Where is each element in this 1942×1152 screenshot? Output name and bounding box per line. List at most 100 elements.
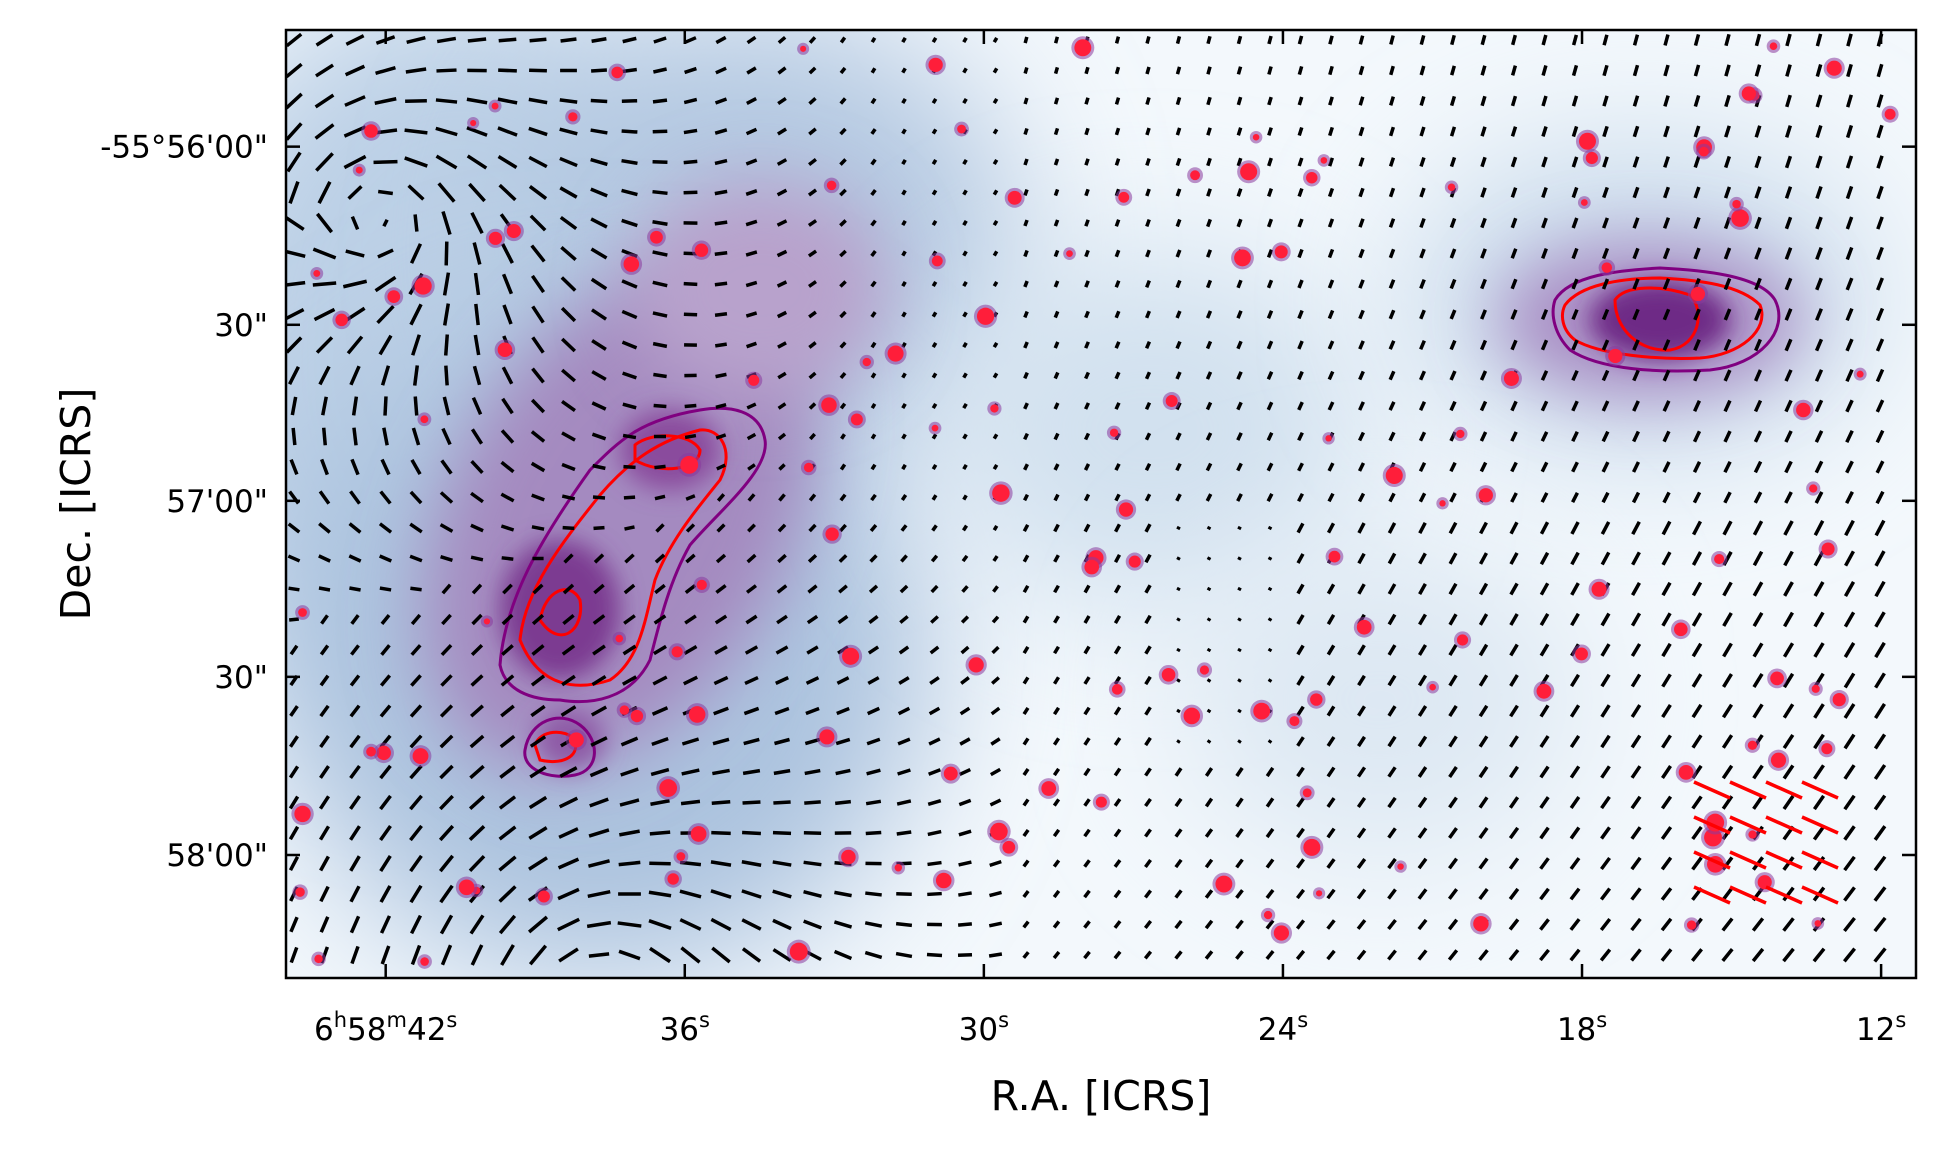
contour-inner [1613,286,1700,352]
polarization-vector [654,583,666,595]
polarization-vector [711,830,731,836]
point-source [957,124,966,134]
polarization-vector [929,645,940,655]
polarization-vector [1297,157,1304,167]
point-source [294,805,311,823]
polarization-vector [1478,643,1489,657]
polarization-vector [1265,766,1275,778]
polarization-vector [747,523,756,533]
polarization-vector [1053,158,1060,166]
polarization-vector [1419,126,1426,137]
polarization-vector [1206,188,1212,197]
polarization-vector [715,372,727,379]
polarization-vector [1387,918,1397,931]
polarization-vector [1206,96,1212,106]
polarization-vector [472,365,482,386]
polarization-vector [775,676,789,685]
polarization-vector [1509,735,1519,748]
polarization-vector [992,524,999,532]
polarization-vector [683,312,698,317]
polarization-vector [901,219,907,227]
polarization-vector [960,676,970,685]
polarization-vector [1843,672,1856,689]
polarization-vector [558,796,579,809]
polarization-vector [498,855,517,872]
polarization-vector [319,855,330,872]
polarization-vector [1267,586,1273,592]
point-source [1165,395,1178,407]
polarization-vector [1083,645,1091,655]
polarization-vector [319,885,330,903]
polarization-vector [1873,855,1887,872]
polarization-vector [1176,647,1181,653]
polarization-vector [1752,673,1764,688]
polarization-vector [1266,218,1274,228]
polarization-vector [772,860,792,867]
polarization-vector [777,402,787,410]
polarization-vector [1693,247,1701,260]
point-source [1429,683,1436,691]
polarization-vector [895,951,913,959]
polarization-vector [376,304,395,325]
polarization-vector [1175,462,1182,472]
polarization-vector [1661,734,1672,749]
polarization-vector [560,306,577,323]
polarization-vector [1418,522,1427,534]
polarization-vector [1723,308,1732,321]
polarization-vector [410,613,422,626]
polarization-vector [927,891,942,897]
polarization-vector [714,645,728,655]
polarization-vector [1144,828,1152,838]
polarization-vector [684,403,697,409]
point-source [935,872,952,889]
polarization-vector [1631,461,1641,473]
polarization-vector [1053,645,1060,655]
polarization-vector [1876,246,1884,261]
point-source [1814,920,1822,927]
polarization-vector [989,890,1002,898]
polarization-vector [1176,556,1181,561]
polarization-vector [1083,615,1091,624]
polarization-vector [1053,615,1060,624]
point-source [1215,875,1233,893]
polarization-vector [1114,371,1121,380]
polarization-vector [930,584,939,594]
polarization-vector [684,433,697,440]
polarization-vector [1205,340,1213,350]
polarization-vector [344,64,366,77]
polarization-vector [1358,157,1365,167]
polarization-vector [1145,127,1151,136]
polarization-vector [1662,339,1671,351]
polarization-vector [1754,155,1762,169]
polarization-vector [1843,855,1856,872]
polarization-vector [1052,859,1061,868]
polarization-vector [530,674,546,687]
point-source [1325,435,1332,442]
polarization-vector [440,555,453,562]
polarization-vector [807,584,818,594]
polarization-vector [592,463,606,471]
polarization-vector [1084,371,1090,380]
polarization-vector [314,123,335,140]
polarization-vector [1723,399,1732,413]
polarization-vector [319,674,330,687]
polarization-vector [1692,461,1702,473]
polarization-vector [1724,155,1731,169]
polarization-vector [1204,828,1214,838]
polarization-vector [1419,339,1426,351]
polarization-vector [1569,887,1581,901]
polarization-vector [1754,125,1762,138]
point-source [696,579,707,591]
polarization-vector [931,189,938,196]
polarization-vector [1176,525,1181,531]
polarization-vector [1600,643,1611,657]
polarization-vector [1175,432,1182,441]
polarization-vector [1022,584,1030,594]
emission-map [286,30,1870,978]
polarization-vector [474,303,480,326]
polarization-vector [1602,186,1609,199]
polarization-vector [839,341,847,349]
polarization-vector [928,768,941,776]
polarization-vector [1479,521,1488,535]
polarization-vector [1540,431,1549,442]
